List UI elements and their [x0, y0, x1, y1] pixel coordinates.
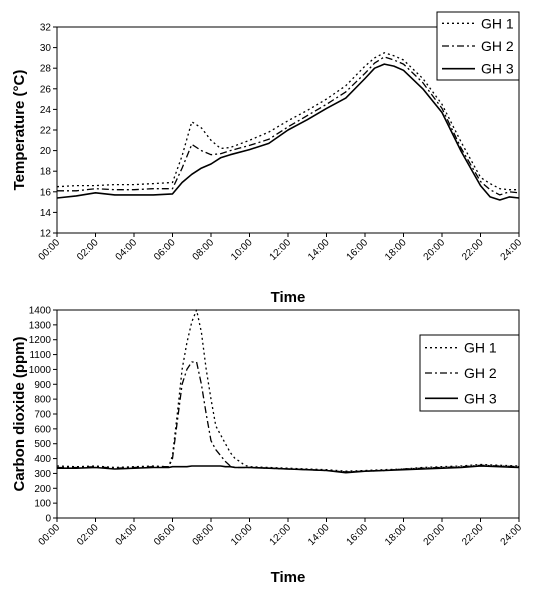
y-tick-label: 1000 [29, 365, 52, 376]
x-tick-label: 02:00 [75, 522, 101, 548]
y-tick-label: 24 [40, 105, 52, 116]
y-tick-label: 14 [40, 208, 52, 219]
x-tick-label: 14:00 [306, 522, 332, 548]
x-tick-label: 22:00 [460, 522, 486, 548]
y-tick-label: 1300 [29, 320, 52, 331]
y-tick-label: 28 [40, 64, 52, 75]
legend: GH 1 GH 2 GH 3 [419, 334, 520, 412]
y-tick-label: 700 [34, 410, 51, 421]
x-tick-label: 12:00 [268, 522, 294, 548]
x-tick-label: 10:00 [229, 237, 255, 263]
x-tick-label: 20:00 [422, 237, 448, 263]
legend-label: GH 2 [481, 38, 514, 54]
x-axis-title: Time [271, 289, 306, 306]
x-tick-label: 16:00 [345, 522, 371, 548]
x-tick-label: 24:00 [499, 237, 525, 263]
x-tick-label: 18:00 [383, 237, 409, 263]
y-tick-label: 1400 [29, 306, 52, 317]
x-tick-label: 00:00 [37, 522, 63, 548]
legend-label: GH 1 [464, 340, 497, 356]
legend: GH 1 GH 2 GH 3 [436, 11, 520, 81]
y-axis-title: Temperature (°C) [11, 70, 28, 191]
y-tick-label: 600 [34, 424, 51, 435]
chart-1: 12 14 16 18 20 22 24 26 28 30 32 00:00 02:00 04:00 06:… [11, 11, 525, 306]
x-tick-label: 22:00 [460, 237, 486, 263]
y-tick-label: 0 [45, 514, 51, 525]
y-tick-label: 32 [40, 23, 52, 34]
x-tick-label: 18:00 [383, 522, 409, 548]
x-tick-label: 02:00 [75, 237, 101, 263]
y-tick-label: 1100 [29, 350, 51, 361]
legend-label: GH 3 [464, 390, 497, 406]
x-tick-label: 04:00 [114, 237, 140, 263]
y-tick-label: 800 [34, 395, 51, 406]
y-tick-label: 22 [40, 126, 52, 137]
x-tick-label: 06:00 [152, 237, 178, 263]
y-tick-label: 200 [34, 484, 51, 495]
legend-label: GH 3 [481, 61, 514, 77]
x-tick-label: 04:00 [114, 522, 140, 548]
series-line-gh-3 [56, 63, 520, 201]
x-tick-label: 14:00 [306, 237, 332, 263]
y-tick-label: 500 [34, 439, 51, 450]
x-tick-label: 24:00 [499, 522, 525, 548]
x-tick-label: 00:00 [37, 237, 63, 263]
x-tick-label: 06:00 [152, 522, 178, 548]
x-axis-title: Time [271, 569, 306, 586]
legend-label: GH 2 [464, 365, 497, 381]
x-tick-label: 08:00 [191, 237, 217, 263]
series-line-gh-2 [57, 361, 520, 473]
y-tick-label: 30 [40, 43, 52, 54]
series-line-gh-2 [57, 56, 520, 196]
x-tick-label: 10:00 [229, 522, 255, 548]
y-tick-label: 20 [40, 146, 52, 157]
chart-2: 0 100 200 300 400 500 600 700 800 900 1000 1100 1200… [11, 306, 524, 587]
legend-label: GH 1 [481, 15, 514, 31]
x-tick-label: 12:00 [268, 237, 294, 263]
x-tick-label: 08:00 [191, 522, 217, 548]
x-tick-label: 16:00 [345, 237, 371, 263]
y-tick-label: 400 [34, 454, 51, 465]
x-tick-label: 20:00 [422, 522, 448, 548]
series-line-gh-1 [56, 52, 519, 191]
y-tick-label: 300 [34, 469, 51, 480]
y-tick-label: 18 [40, 167, 52, 178]
y-tick-label: 16 [40, 187, 52, 198]
y-axis-title: Carbon dioxide (ppm) [11, 337, 28, 492]
y-tick-label: 100 [34, 499, 51, 510]
y-tick-label: 900 [34, 380, 51, 391]
y-tick-label: 12 [40, 229, 52, 240]
y-tick-label: 26 [40, 84, 52, 95]
y-tick-label: 1200 [29, 335, 52, 346]
series-line-gh-3 [57, 465, 520, 474]
